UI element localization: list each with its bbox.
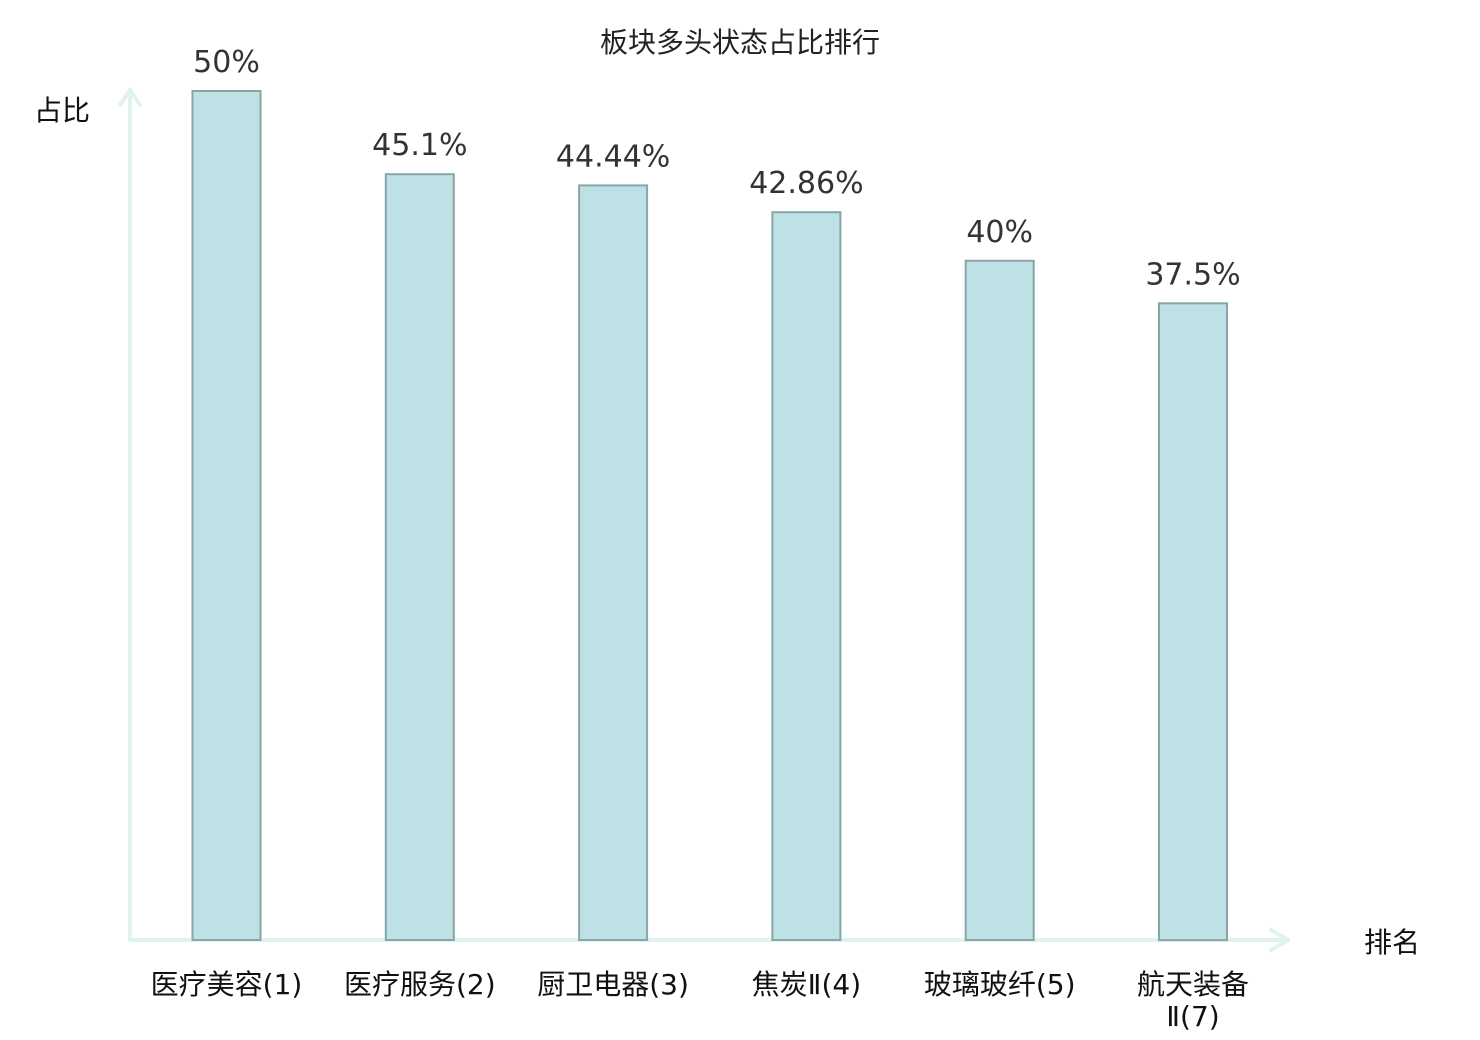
y-axis: 占比	[34, 88, 142, 942]
bar-2	[578, 184, 649, 941]
category-label-3-line-0: 焦炭Ⅱ(4)	[752, 968, 861, 1001]
value-label-5: 37.5%	[1145, 257, 1240, 292]
value-label-1: 45.1%	[372, 128, 467, 163]
category-label-4-line-0: 玻璃玻纤(5)	[924, 968, 1076, 1001]
bar-3	[771, 211, 842, 941]
bars-group	[191, 90, 1228, 942]
category-labels-group: 医疗美容(1) 医疗服务(2) 厨卫电器(3) 焦炭Ⅱ(4) 玻璃玻纤(5) 航天装备 Ⅱ(…	[151, 968, 1249, 1033]
bar-4	[964, 259, 1035, 941]
x-axis-label: 排名	[1364, 926, 1420, 959]
category-label-4: 玻璃玻纤(5)	[924, 968, 1076, 1001]
category-label-2-line-0: 厨卫电器(3)	[537, 968, 689, 1001]
x-axis-arrow	[1269, 928, 1290, 952]
bar-0	[191, 90, 262, 941]
category-label-2: 厨卫电器(3)	[537, 968, 689, 1001]
category-label-5: 航天装备 Ⅱ(7)	[1137, 968, 1249, 1033]
category-label-5-line-1: Ⅱ(7)	[1166, 1000, 1219, 1033]
value-label-4: 40%	[966, 215, 1033, 250]
value-labels-group: 50% 45.1% 44.44% 42.86% 40% 37.5%	[193, 45, 1241, 292]
y-axis-arrow	[118, 88, 142, 107]
y-axis-label: 占比	[34, 94, 90, 127]
category-label-3: 焦炭Ⅱ(4)	[752, 968, 861, 1001]
category-label-1: 医疗服务(2)	[344, 968, 496, 1001]
bar-1	[384, 173, 455, 941]
value-label-3: 42.86%	[749, 166, 863, 201]
category-label-5-line-0: 航天装备	[1137, 968, 1249, 1001]
category-label-0: 医疗美容(1)	[151, 968, 303, 1001]
x-axis: 排名	[128, 926, 1420, 959]
bar-5	[1158, 302, 1228, 942]
category-label-1-line-0: 医疗服务(2)	[344, 968, 496, 1001]
category-label-0-line-0: 医疗美容(1)	[151, 968, 303, 1001]
value-label-0: 50%	[193, 45, 260, 80]
chart-title: 板块多头状态占比排行	[600, 26, 880, 59]
value-label-2: 44.44%	[556, 139, 670, 174]
